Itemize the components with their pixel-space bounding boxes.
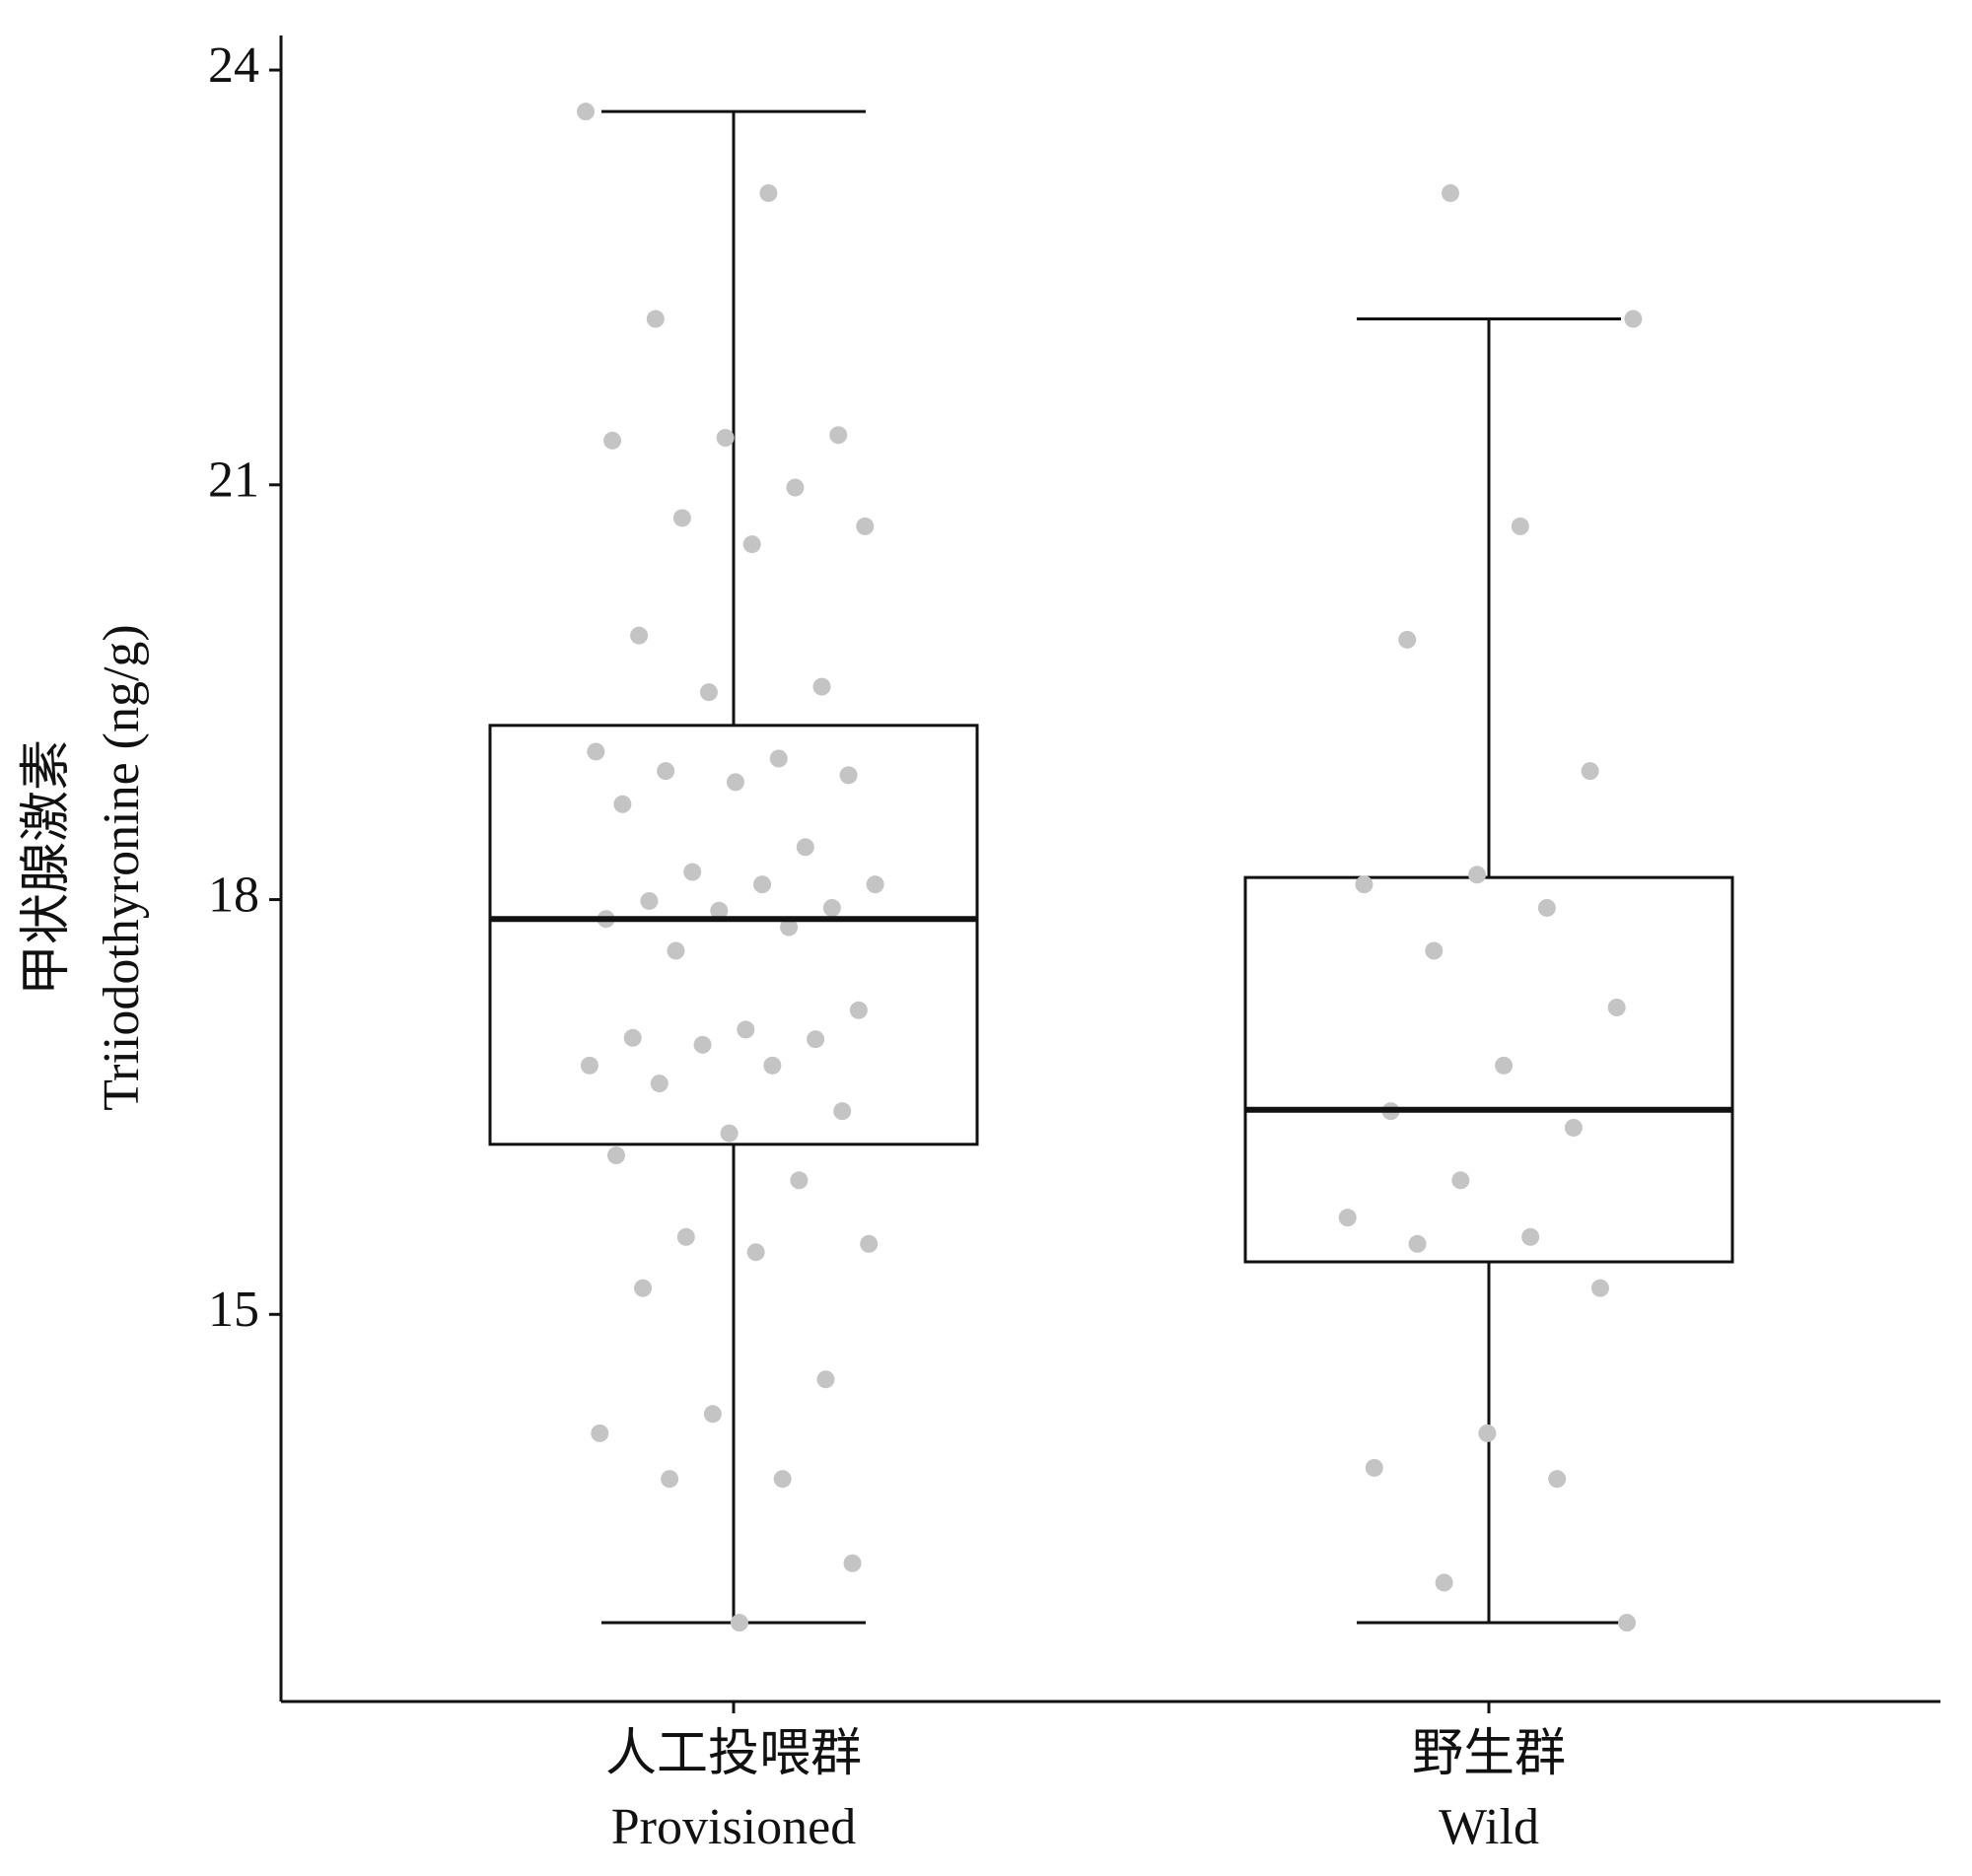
data-point — [630, 626, 649, 645]
data-point — [742, 535, 761, 554]
data-point — [759, 183, 778, 202]
data-point — [1408, 1234, 1427, 1253]
data-point — [807, 1030, 825, 1049]
data-point — [676, 1227, 695, 1246]
y-tick-label: 24 — [208, 37, 259, 94]
data-point — [640, 891, 659, 910]
data-point — [716, 429, 735, 448]
data-point — [866, 875, 884, 894]
data-point — [1398, 630, 1417, 649]
data-point — [737, 1020, 755, 1039]
x-tick-label: 野生群 — [1412, 1726, 1566, 1782]
data-point — [769, 749, 788, 768]
data-point — [1442, 183, 1459, 202]
data-point — [657, 762, 675, 781]
data-point — [1521, 1227, 1540, 1246]
data-point — [699, 683, 718, 702]
data-point — [683, 863, 702, 881]
x-tick-label: Provisioned — [611, 1799, 856, 1855]
data-point — [606, 1146, 625, 1165]
data-point — [1537, 898, 1556, 917]
data-point — [822, 898, 841, 917]
data-point — [746, 1243, 765, 1262]
data-point — [1618, 1614, 1637, 1633]
x-tick-label: 人工投喂群 — [605, 1726, 862, 1782]
data-point — [786, 478, 805, 497]
data-point — [720, 1124, 739, 1143]
data-point — [1338, 1209, 1357, 1227]
data-point — [780, 918, 799, 937]
data-point — [613, 795, 632, 813]
data-point — [730, 1614, 748, 1633]
data-point — [1425, 941, 1444, 960]
data-point — [1451, 1171, 1470, 1190]
data-point — [1564, 1118, 1583, 1137]
data-point — [753, 875, 772, 894]
data-point — [672, 509, 691, 527]
data-point — [667, 941, 685, 960]
data-point — [1435, 1573, 1453, 1592]
data-point — [726, 773, 744, 792]
data-point — [843, 1554, 862, 1572]
data-point — [1511, 517, 1529, 535]
data-point — [577, 103, 595, 121]
data-point — [623, 1028, 642, 1047]
data-point — [1581, 762, 1599, 781]
box — [488, 724, 979, 1146]
data-point — [1548, 1470, 1567, 1489]
data-point — [710, 901, 729, 920]
data-point — [816, 1370, 835, 1389]
data-point — [773, 1470, 792, 1489]
data-point — [829, 426, 848, 445]
y-tick-label: 15 — [208, 1282, 259, 1338]
data-point — [796, 838, 814, 857]
y-tick-label: 21 — [208, 452, 259, 509]
data-point — [1478, 1424, 1497, 1442]
data-point — [1590, 1279, 1609, 1297]
data-point — [839, 766, 858, 785]
data-point — [1624, 310, 1643, 328]
data-point — [634, 1279, 653, 1297]
y-axis-label: 甲状腺激素 — [19, 739, 75, 996]
data-point — [587, 742, 605, 761]
box — [1243, 875, 1734, 1264]
data-point — [650, 1075, 669, 1093]
data-point — [849, 1001, 868, 1019]
data-point — [1468, 866, 1487, 884]
data-point — [591, 1424, 609, 1442]
data-point — [763, 1056, 782, 1075]
data-point — [1495, 1056, 1514, 1075]
data-point — [693, 1035, 712, 1054]
data-point — [860, 1234, 879, 1253]
x-tick-label: Wild — [1439, 1799, 1539, 1855]
y-tick-label: 18 — [208, 867, 259, 923]
data-point — [1607, 998, 1626, 1016]
data-point — [790, 1171, 809, 1190]
data-point — [812, 677, 831, 696]
data-point — [703, 1405, 722, 1424]
data-point — [646, 310, 665, 328]
data-point — [1365, 1458, 1383, 1477]
data-point — [661, 1470, 679, 1489]
data-point — [1355, 875, 1373, 894]
data-point — [603, 431, 622, 450]
data-point — [856, 517, 875, 535]
data-point — [580, 1056, 599, 1075]
y-axis-label: Triiodothyronine (ng/g) — [94, 624, 150, 1111]
data-point — [833, 1102, 852, 1121]
